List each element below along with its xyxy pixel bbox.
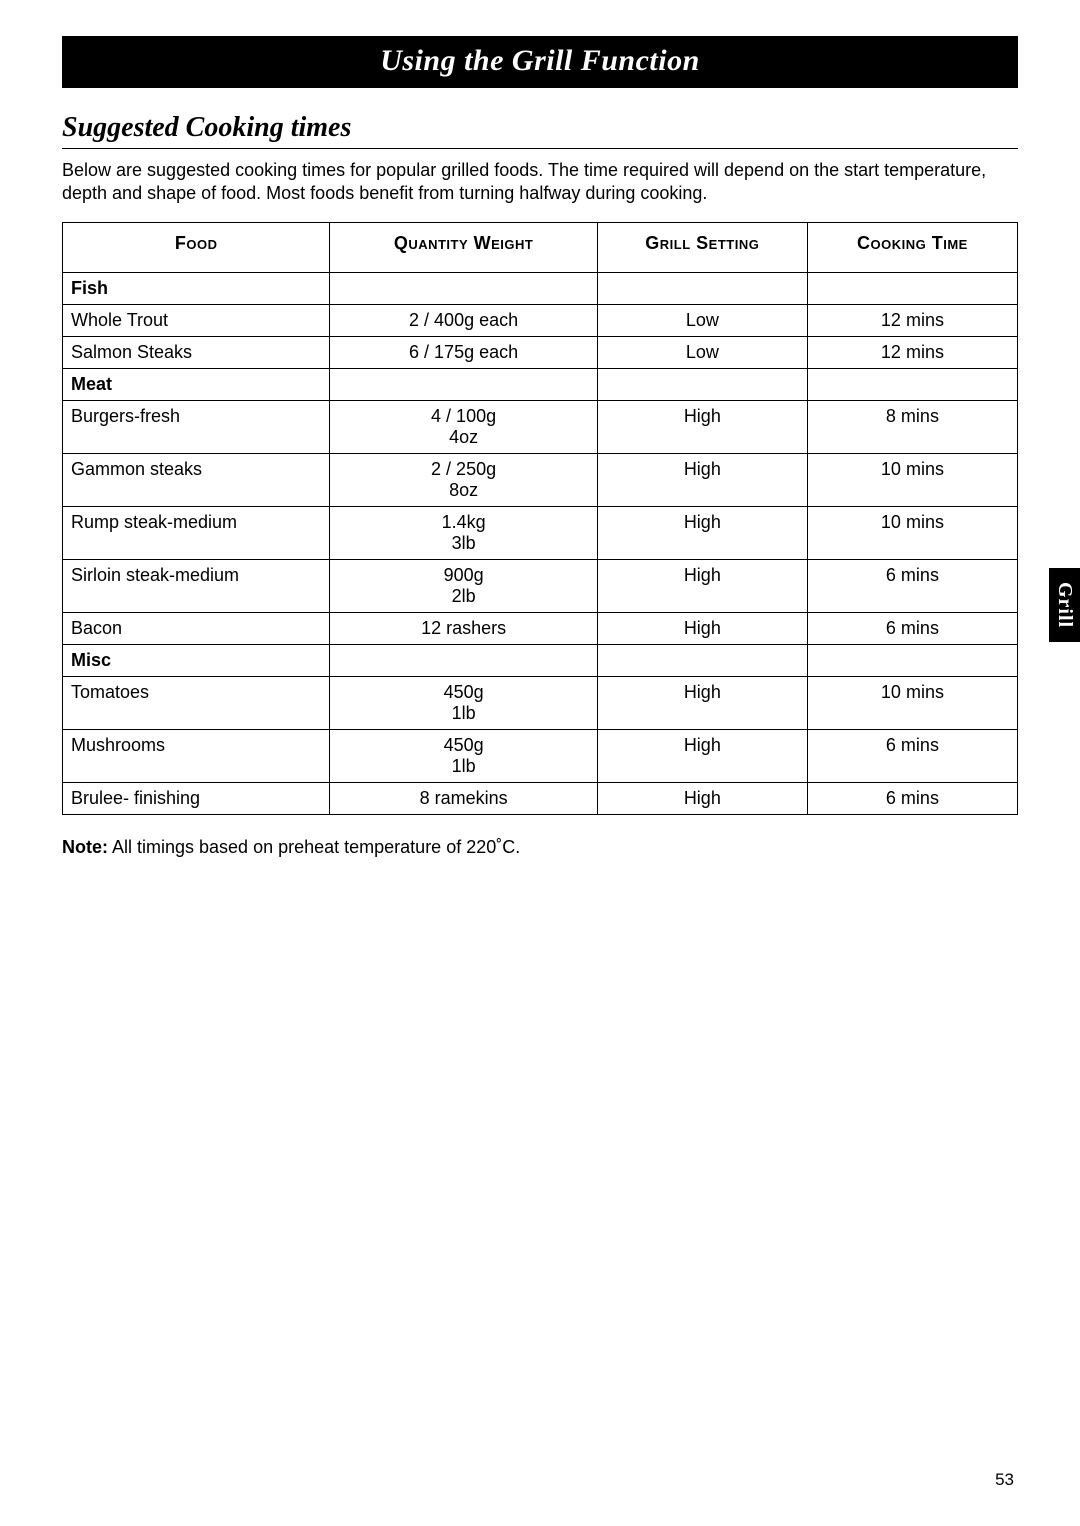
cell-food: Burgers-fresh: [63, 400, 330, 453]
cell-food: Tomatoes: [63, 676, 330, 729]
cell-setting: High: [597, 453, 807, 506]
cell-food: Whole Trout: [63, 304, 330, 336]
category-row: Fish: [63, 272, 1018, 304]
cell-setting: High: [597, 782, 807, 814]
th-setting: Grill Setting: [597, 222, 807, 272]
table-row: Whole Trout2 / 400g eachLow12 mins: [63, 304, 1018, 336]
cell-time: 6 mins: [807, 559, 1017, 612]
th-qty: Quantity Weight: [330, 222, 597, 272]
cell-time: 10 mins: [807, 506, 1017, 559]
cell-time: 6 mins: [807, 612, 1017, 644]
intro-paragraph: Below are suggested cooking times for po…: [62, 159, 1018, 206]
cell-qty: 450g1lb: [330, 729, 597, 782]
category-row: Misc: [63, 644, 1018, 676]
cell-qty: 2 / 250g8oz: [330, 453, 597, 506]
cell-setting: High: [597, 400, 807, 453]
cell-time: 10 mins: [807, 676, 1017, 729]
table-row: Gammon steaks2 / 250g8ozHigh10 mins: [63, 453, 1018, 506]
cell-food: Bacon: [63, 612, 330, 644]
table-row: Salmon Steaks6 / 175g eachLow12 mins: [63, 336, 1018, 368]
table-row: Bacon12 rashersHigh6 mins: [63, 612, 1018, 644]
table-row: Rump steak-medium1.4kg3lbHigh10 mins: [63, 506, 1018, 559]
cell-qty: 6 / 175g each: [330, 336, 597, 368]
cell-time: 6 mins: [807, 729, 1017, 782]
title-bar: Using the Grill Function: [62, 36, 1018, 88]
cell-qty: 900g2lb: [330, 559, 597, 612]
table-row: Burgers-fresh4 / 100g4ozHigh8 mins: [63, 400, 1018, 453]
th-time: Cooking Time: [807, 222, 1017, 272]
table-row: Tomatoes450g1lbHigh10 mins: [63, 676, 1018, 729]
table-row: Sirloin steak-medium900g2lbHigh6 mins: [63, 559, 1018, 612]
cell-qty: 4 / 100g4oz: [330, 400, 597, 453]
table-body: FishWhole Trout2 / 400g eachLow12 minsSa…: [63, 272, 1018, 814]
cooking-times-table: Food Quantity Weight Grill Setting Cooki…: [62, 222, 1018, 815]
cell-qty: 8 ramekins: [330, 782, 597, 814]
table-row: Mushrooms450g1lbHigh6 mins: [63, 729, 1018, 782]
cell-food: Mushrooms: [63, 729, 330, 782]
cell-time: 8 mins: [807, 400, 1017, 453]
cell-setting: High: [597, 559, 807, 612]
section-heading: Suggested Cooking times: [62, 112, 1018, 149]
cell-time: 10 mins: [807, 453, 1017, 506]
cell-time: 6 mins: [807, 782, 1017, 814]
cell-food: Salmon Steaks: [63, 336, 330, 368]
category-name: Meat: [63, 368, 330, 400]
page-number: 53: [995, 1470, 1014, 1490]
cell-food: Gammon steaks: [63, 453, 330, 506]
cell-qty: 1.4kg3lb: [330, 506, 597, 559]
cell-food: Brulee- finishing: [63, 782, 330, 814]
cell-time: 12 mins: [807, 336, 1017, 368]
table-row: Brulee- finishing8 ramekinsHigh6 mins: [63, 782, 1018, 814]
cell-qty: 450g1lb: [330, 676, 597, 729]
table-header-row: Food Quantity Weight Grill Setting Cooki…: [63, 222, 1018, 272]
th-food: Food: [63, 222, 330, 272]
cell-food: Sirloin steak-medium: [63, 559, 330, 612]
cell-setting: High: [597, 676, 807, 729]
note: Note: All timings based on preheat tempe…: [62, 837, 1018, 858]
cell-qty: 2 / 400g each: [330, 304, 597, 336]
cell-setting: High: [597, 506, 807, 559]
category-name: Misc: [63, 644, 330, 676]
cell-setting: High: [597, 612, 807, 644]
note-label: Note:: [62, 837, 108, 857]
cell-setting: Low: [597, 304, 807, 336]
side-tab-grill: Grill: [1049, 568, 1080, 642]
category-name: Fish: [63, 272, 330, 304]
cell-setting: High: [597, 729, 807, 782]
cell-qty: 12 rashers: [330, 612, 597, 644]
cell-setting: Low: [597, 336, 807, 368]
category-row: Meat: [63, 368, 1018, 400]
cell-food: Rump steak-medium: [63, 506, 330, 559]
note-text: All timings based on preheat temperature…: [108, 837, 520, 857]
cell-time: 12 mins: [807, 304, 1017, 336]
